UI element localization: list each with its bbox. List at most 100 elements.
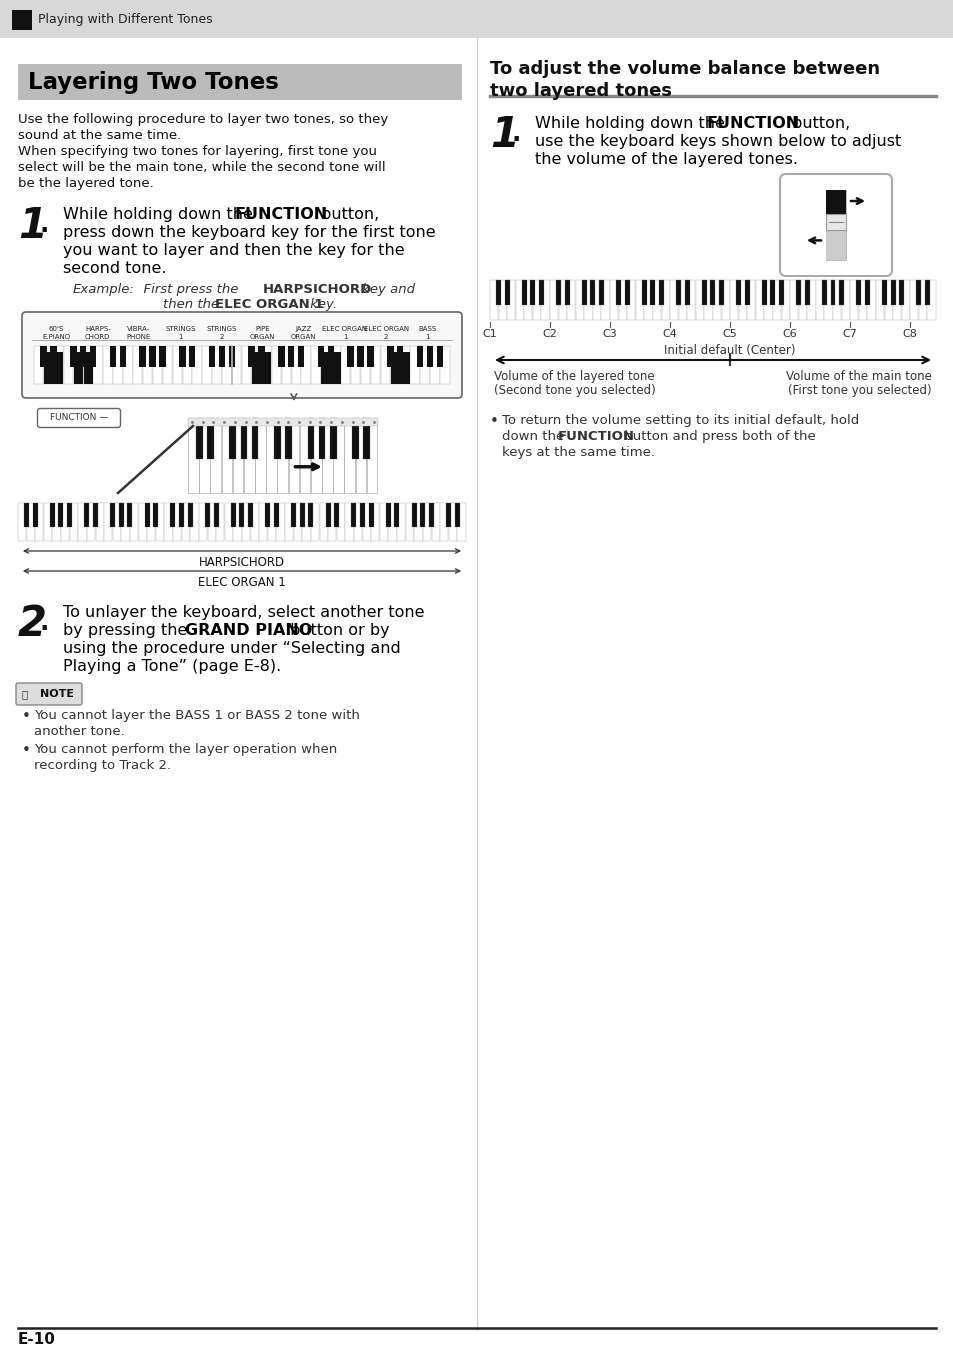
Text: JAZZ: JAZZ <box>295 325 312 332</box>
Bar <box>110 504 115 526</box>
Text: Example:: Example: <box>73 284 134 296</box>
Bar <box>400 352 410 383</box>
Bar <box>188 418 198 493</box>
Bar <box>926 279 935 320</box>
Bar <box>285 504 293 541</box>
Bar <box>660 279 669 320</box>
Bar <box>67 504 72 526</box>
Text: 1: 1 <box>490 113 518 157</box>
Bar <box>746 279 755 320</box>
Bar <box>624 279 629 305</box>
Bar <box>806 279 815 320</box>
Bar <box>32 504 37 526</box>
Bar <box>770 279 775 305</box>
Bar <box>430 346 439 383</box>
Text: be the layered tone.: be the layered tone. <box>18 177 153 190</box>
Bar <box>139 346 146 367</box>
Bar <box>252 418 258 459</box>
Bar <box>429 504 434 526</box>
Bar <box>330 418 336 459</box>
Text: Use the following procedure to layer two tones, so they: Use the following procedure to layer two… <box>18 113 388 126</box>
FancyBboxPatch shape <box>16 683 82 705</box>
Bar <box>251 504 258 541</box>
Bar <box>729 279 738 320</box>
Bar <box>390 352 399 383</box>
Text: keys at the same time.: keys at the same time. <box>501 446 655 459</box>
Bar <box>789 279 798 320</box>
Bar <box>70 504 78 541</box>
Bar <box>355 418 366 493</box>
Bar <box>258 346 265 367</box>
Bar <box>35 504 44 541</box>
Text: To adjust the volume balance between: To adjust the volume balance between <box>490 59 880 78</box>
Bar <box>576 279 583 320</box>
Bar <box>254 418 266 493</box>
Bar <box>311 418 321 493</box>
Bar <box>113 346 123 383</box>
Bar <box>755 279 763 320</box>
Bar <box>205 504 210 526</box>
Bar <box>87 504 95 541</box>
Bar <box>841 279 849 320</box>
Bar <box>259 504 267 541</box>
Bar <box>601 279 609 320</box>
Bar <box>414 504 422 541</box>
Text: .: . <box>40 612 50 634</box>
Bar <box>652 279 660 320</box>
Bar <box>207 418 213 459</box>
Bar <box>796 279 801 305</box>
Text: •: • <box>22 709 30 724</box>
Bar <box>152 346 162 383</box>
Bar <box>712 279 720 320</box>
Bar <box>892 279 901 320</box>
Bar <box>901 279 909 320</box>
Bar <box>496 279 500 305</box>
Text: HARPS-: HARPS- <box>85 325 111 332</box>
Bar <box>538 279 543 305</box>
Text: HARPSICHORD: HARPSICHORD <box>199 555 285 568</box>
Text: E-10: E-10 <box>18 1332 56 1347</box>
Text: sound at the same time.: sound at the same time. <box>18 130 181 142</box>
Bar <box>336 504 345 541</box>
Text: button,: button, <box>786 116 849 131</box>
Text: PIPE: PIPE <box>255 325 270 332</box>
Bar <box>231 504 235 526</box>
Text: •: • <box>490 414 498 429</box>
Bar <box>825 221 845 261</box>
Bar <box>798 279 806 320</box>
Bar <box>825 190 845 261</box>
Bar <box>331 352 340 383</box>
Text: ORGAN: ORGAN <box>291 333 316 340</box>
Text: C6: C6 <box>782 329 797 339</box>
Bar <box>856 279 861 305</box>
Bar <box>763 279 772 320</box>
Bar <box>504 279 509 305</box>
Text: C5: C5 <box>722 329 737 339</box>
Bar <box>73 346 83 383</box>
Bar <box>319 504 328 541</box>
Bar <box>558 279 566 320</box>
Bar <box>368 504 374 526</box>
Bar <box>371 504 379 541</box>
Bar <box>182 346 192 383</box>
Text: down the: down the <box>501 431 568 443</box>
Bar <box>44 352 53 383</box>
Text: ORGAN: ORGAN <box>250 333 275 340</box>
Bar <box>550 279 558 320</box>
Bar <box>761 279 766 305</box>
Text: using the procedure under “Selecting and: using the procedure under “Selecting and <box>63 641 400 656</box>
Text: button,: button, <box>315 207 379 221</box>
Bar <box>164 504 172 541</box>
Bar <box>439 504 448 541</box>
Bar <box>678 279 686 320</box>
Bar <box>80 346 87 367</box>
Bar <box>311 346 320 383</box>
Text: ELEC ORGAN 1: ELEC ORGAN 1 <box>198 575 286 589</box>
Text: C4: C4 <box>662 329 677 339</box>
Bar <box>277 418 288 493</box>
Bar <box>395 504 399 526</box>
Bar <box>252 346 261 383</box>
Text: 1: 1 <box>18 205 47 247</box>
Bar <box>701 279 706 305</box>
Bar <box>27 504 35 541</box>
